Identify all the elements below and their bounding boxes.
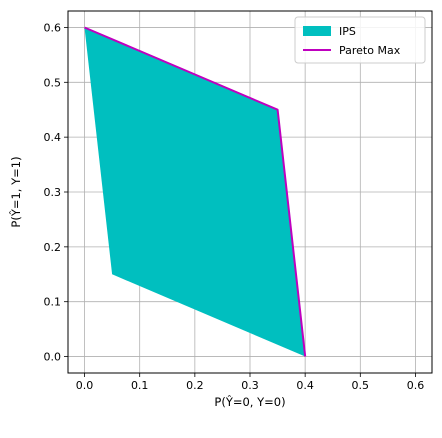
x-tick-label: 0.5 (352, 379, 370, 392)
y-tick-label: 0.4 (44, 131, 62, 144)
x-axis-label: P(Ŷ=0, Y=0) (214, 394, 285, 409)
pareto-max-line (84, 26, 307, 357)
y-axis-label: P(Ŷ=1, Y=1) (8, 156, 23, 227)
x-tick-label: 0.1 (131, 379, 149, 392)
ips-region (84, 27, 306, 357)
y-tick-label: 0.0 (44, 351, 62, 364)
x-tick-label: 0.3 (241, 379, 259, 392)
y-tick-label: 0.5 (44, 76, 62, 89)
legend-label: Pareto Max (339, 44, 401, 57)
y-tick-label: 0.6 (44, 21, 62, 34)
legend-swatch-ips (303, 26, 331, 36)
plot-data (84, 26, 307, 357)
legend: IPS Pareto Max (294, 16, 426, 64)
legend-label: IPS (339, 25, 356, 38)
ticks: 0.0 0.1 0.2 0.3 0.4 0.5 0.6 0.0 0.1 0.2 0.3 0.4 0.5 0… (44, 21, 425, 392)
y-tick-label: 0.3 (44, 186, 62, 199)
x-tick-label: 0.4 (296, 379, 314, 392)
x-tick-label: 0.2 (186, 379, 204, 392)
x-tick-label: 0.6 (407, 379, 425, 392)
x-tick-label: 0.0 (76, 379, 94, 392)
y-tick-label: 0.1 (44, 296, 62, 309)
y-tick-label: 0.2 (44, 241, 62, 254)
